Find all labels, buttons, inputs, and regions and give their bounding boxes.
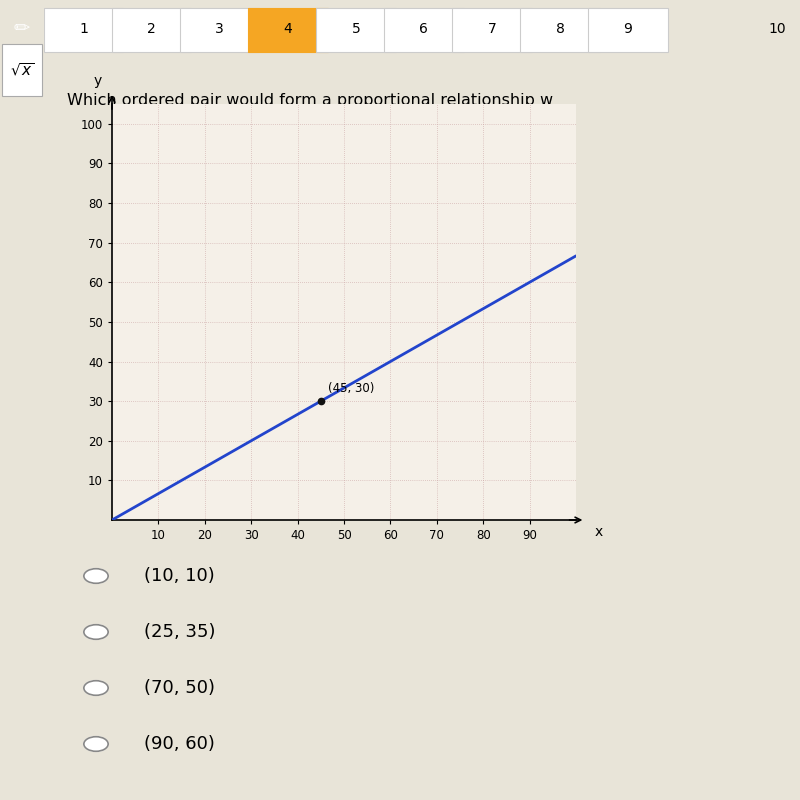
Text: 8: 8 [555, 22, 565, 36]
Text: 7: 7 [487, 22, 496, 36]
Circle shape [84, 681, 108, 695]
Text: (70, 50): (70, 50) [144, 679, 215, 697]
Text: $\sqrt{x}$: $\sqrt{x}$ [10, 61, 34, 78]
FancyBboxPatch shape [520, 8, 600, 52]
FancyBboxPatch shape [44, 8, 123, 52]
FancyBboxPatch shape [112, 8, 191, 52]
Text: 6: 6 [419, 22, 428, 36]
Text: 3: 3 [215, 22, 224, 36]
Circle shape [84, 625, 108, 639]
FancyBboxPatch shape [452, 8, 532, 52]
FancyBboxPatch shape [2, 44, 42, 96]
Text: 10: 10 [769, 22, 786, 36]
Text: 5: 5 [351, 22, 360, 36]
FancyBboxPatch shape [316, 8, 395, 52]
Text: (90, 60): (90, 60) [144, 735, 215, 753]
Circle shape [84, 737, 108, 751]
FancyBboxPatch shape [248, 8, 327, 52]
Text: x: x [594, 525, 603, 539]
Text: (10, 10): (10, 10) [144, 567, 214, 585]
FancyBboxPatch shape [588, 8, 668, 52]
Text: 2: 2 [147, 22, 156, 36]
FancyBboxPatch shape [180, 8, 259, 52]
Circle shape [84, 569, 108, 583]
Text: (45, 30): (45, 30) [328, 382, 374, 395]
FancyBboxPatch shape [384, 8, 463, 52]
Text: 1: 1 [79, 22, 88, 36]
Text: ✏: ✏ [14, 18, 30, 38]
Text: y: y [94, 74, 102, 88]
Text: 9: 9 [623, 22, 633, 36]
Text: 4: 4 [283, 22, 292, 36]
Text: (25, 35): (25, 35) [144, 623, 215, 641]
Text: Which ordered pair would form a proportional relationship w: Which ordered pair would form a proporti… [66, 94, 553, 108]
